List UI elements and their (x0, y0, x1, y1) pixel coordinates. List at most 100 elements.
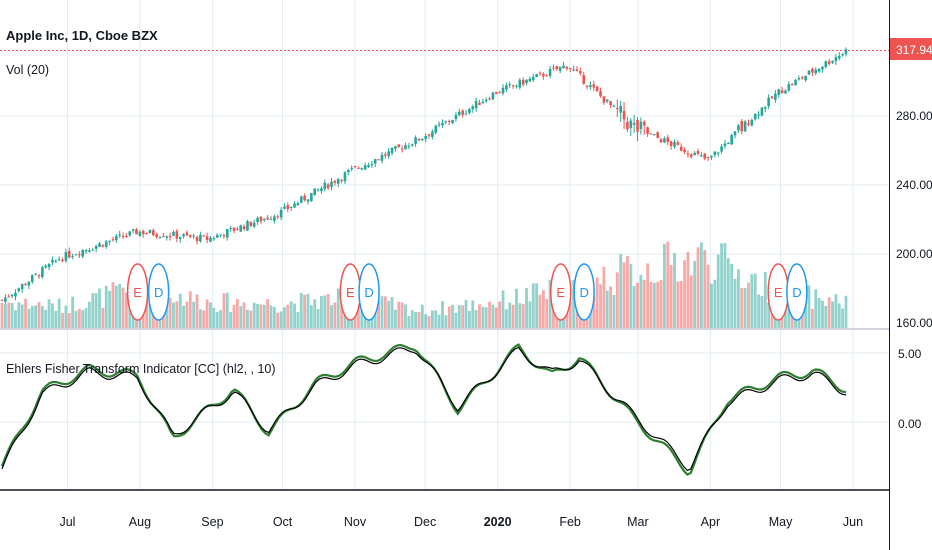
volume-bar (148, 291, 152, 329)
volume-bar (219, 310, 222, 329)
time-tick: May (769, 515, 793, 529)
candle-body (323, 182, 327, 190)
candle-body (700, 155, 703, 157)
indicator-title[interactable]: Ehlers Fisher Transform Indicator [CC] (… (6, 362, 276, 376)
volume-bar (61, 312, 64, 329)
volume-bar (326, 293, 330, 329)
candle-body (64, 252, 68, 261)
volume-bar (30, 306, 34, 329)
candle-body (824, 61, 828, 68)
volume-bar (269, 305, 273, 329)
volume-bar (229, 311, 233, 329)
candle-body (175, 231, 179, 239)
candle-body (831, 60, 834, 63)
volume-bar (246, 309, 249, 329)
candle-body (676, 142, 680, 146)
volume-bar (98, 288, 101, 329)
candle-body (562, 65, 565, 68)
volume-bar (471, 300, 475, 329)
volume-bar (17, 302, 21, 329)
candle-body (424, 136, 427, 140)
time-tick: Apr (701, 515, 720, 529)
candle-body (165, 236, 169, 238)
volume-bar (427, 315, 431, 329)
volume-bar (212, 307, 216, 329)
candle-body (471, 106, 475, 110)
volume-bar (454, 312, 458, 329)
price-axis[interactable]: 280.00 240.00 200.00 160.00 317.94 (890, 38, 932, 330)
candle-body (313, 188, 317, 195)
indicator-lines (0, 343, 847, 476)
volume-bar (114, 285, 118, 329)
candle-body (669, 141, 673, 146)
candle-body (696, 151, 700, 154)
candle-body (747, 123, 750, 125)
volume-bar (44, 309, 48, 329)
time-axis[interactable]: Jul Aug Sep Oct Nov Dec 2020 Feb Mar Apr May Jun (59, 515, 863, 529)
candle-body (296, 203, 300, 206)
candle-body (447, 120, 451, 122)
candle-body (199, 234, 202, 242)
event-letter: D (154, 285, 163, 300)
volume-bar (316, 309, 320, 329)
volume-bar (716, 254, 720, 329)
volume-bar (609, 286, 613, 329)
candle-body (636, 119, 639, 132)
volume-bar (54, 310, 58, 329)
candle-body (74, 254, 78, 256)
volume-bar (683, 260, 686, 329)
earnings-marker[interactable]: E (767, 263, 789, 321)
candle-body (609, 101, 612, 106)
candle-body (814, 69, 818, 74)
candle-body (343, 172, 347, 182)
candle-body (397, 144, 401, 147)
volume-bar (629, 264, 633, 329)
volume-bar (47, 299, 51, 329)
candle-body (673, 142, 676, 147)
trigger-line (1, 346, 847, 472)
volume-label[interactable]: Vol (20) (6, 63, 49, 77)
volume-bar (145, 292, 148, 329)
candle-body (78, 254, 81, 256)
volume-bar (67, 313, 71, 329)
candle-body (787, 84, 791, 91)
candle-body (387, 151, 390, 157)
volume-bar (447, 306, 451, 329)
candle-body (394, 146, 397, 149)
dividend-marker[interactable]: D (147, 263, 170, 321)
candle-body (478, 102, 481, 106)
dividend-marker[interactable]: D (358, 263, 380, 321)
earnings-marker[interactable]: E (339, 263, 362, 321)
candle-body (521, 79, 525, 85)
earnings-marker[interactable]: E (550, 263, 572, 321)
volume-bar (377, 299, 380, 329)
volume-bar (612, 295, 616, 329)
candle-body (531, 76, 535, 81)
candle-body (37, 275, 41, 277)
time-tick: Sep (201, 515, 223, 529)
time-tick: Oct (273, 515, 293, 529)
candle-body (17, 288, 21, 292)
event-letter: D (792, 285, 801, 300)
volume-bar (387, 300, 391, 329)
symbol-title[interactable]: Apple Inc, 1D, Cboe BZX (6, 28, 158, 43)
volume-bar (703, 250, 707, 329)
volume-bar (360, 299, 364, 329)
candle-body (303, 195, 306, 201)
volume-bar (699, 242, 703, 329)
indicator-axis[interactable]: 5.00 0.00 (898, 347, 922, 431)
volume-bar (763, 271, 767, 329)
earnings-marker[interactable]: E (126, 263, 149, 321)
dividend-marker[interactable]: D (786, 263, 808, 321)
volume-bar (730, 264, 734, 329)
candle-body (753, 113, 757, 120)
candle-body (599, 91, 602, 96)
candle-body (595, 86, 599, 92)
candle-body (612, 105, 616, 107)
dividend-marker[interactable]: D (573, 263, 595, 321)
volume-bar (40, 306, 44, 329)
volume-bar (84, 308, 88, 329)
volume-bar (57, 298, 61, 329)
